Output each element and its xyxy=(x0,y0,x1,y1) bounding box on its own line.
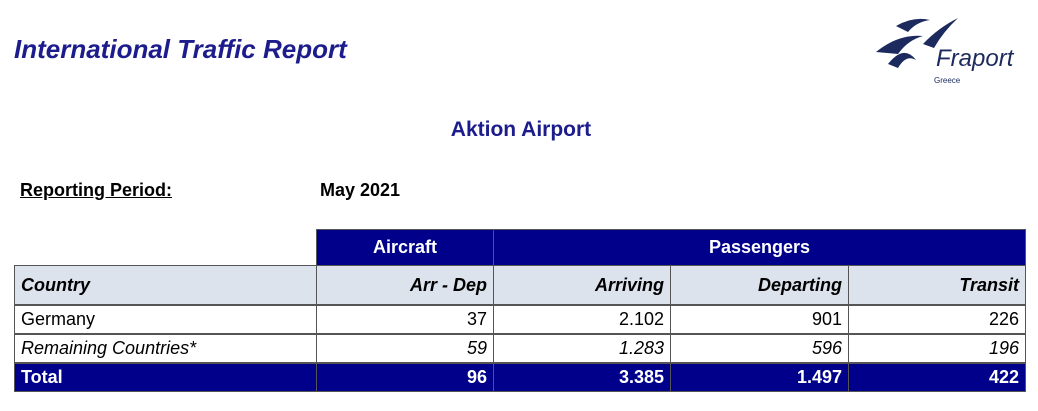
table-cell: 2.102 xyxy=(493,305,671,334)
total-cell: Total xyxy=(14,363,317,392)
subtitle: Aktion Airport xyxy=(450,118,592,141)
table-cell: 901 xyxy=(670,305,849,334)
table-cell: 196 xyxy=(848,334,1026,363)
total-cell: 96 xyxy=(316,363,494,392)
table-cell: Germany xyxy=(14,305,317,334)
total-cell: 3.385 xyxy=(493,363,671,392)
group-header: Passengers xyxy=(493,229,1026,266)
column-header: Transit xyxy=(848,265,1026,305)
table-cell: 226 xyxy=(848,305,1026,334)
column-header: Country xyxy=(14,265,317,305)
table-cell: Remaining Countries* xyxy=(14,334,317,363)
total-cell: 1.497 xyxy=(670,363,849,392)
column-header: Arr - Dep xyxy=(316,265,494,305)
logo-region: Greece xyxy=(934,76,961,85)
column-header: Departing xyxy=(670,265,849,305)
table-cell: 59 xyxy=(316,334,494,363)
table-cell: 1.283 xyxy=(493,334,671,363)
period-value: May 2021 xyxy=(320,180,401,200)
logo-name: Fraport xyxy=(936,45,1015,72)
column-header: Arriving xyxy=(493,265,671,305)
logo: Fraport Greece xyxy=(876,18,1015,85)
table-cell: 596 xyxy=(670,334,849,363)
report-title: International Traffic Report xyxy=(14,34,347,64)
period-label: Reporting Period: xyxy=(20,180,172,200)
table-cell: 37 xyxy=(316,305,494,334)
group-header: Aircraft xyxy=(316,229,494,266)
total-cell: 422 xyxy=(848,363,1026,392)
